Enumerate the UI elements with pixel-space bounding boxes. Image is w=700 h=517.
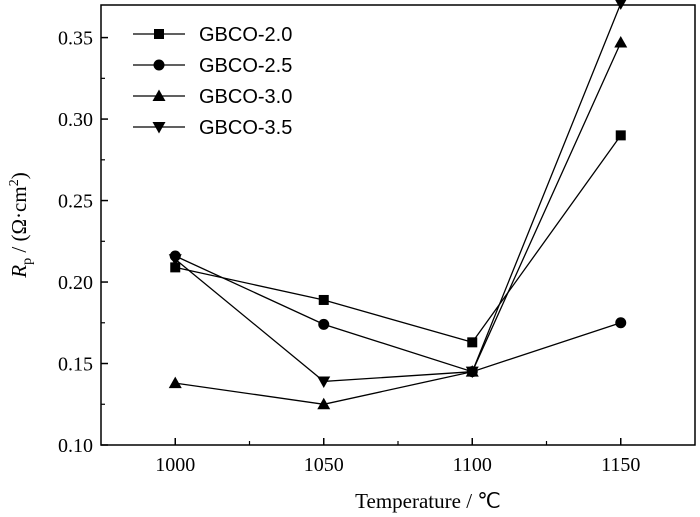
series-gbco-2.5 bbox=[169, 250, 627, 378]
ticks-group: 0.10 0.15 0.20 0.25 0.30 0.35 1000 1050 1100 1150 bbox=[58, 28, 640, 476]
data-point bbox=[170, 262, 181, 273]
data-point bbox=[318, 318, 330, 330]
series-line bbox=[175, 255, 622, 373]
x-tick-label: 1000 bbox=[155, 454, 195, 476]
y-axis-title: Rp / (Ω·cm2) bbox=[7, 172, 35, 278]
data-point bbox=[318, 294, 329, 305]
y-tick-label: 0.35 bbox=[58, 28, 93, 50]
legend-label: GBCO-2.5 bbox=[199, 55, 292, 77]
x-tick-label: 1100 bbox=[453, 454, 492, 476]
series-gbco-3.0 bbox=[168, 35, 628, 410]
data-point bbox=[317, 376, 331, 388]
legend-label: GBCO-2.0 bbox=[199, 24, 292, 46]
data-point bbox=[614, 35, 628, 48]
legend-label: GBCO-3.5 bbox=[199, 117, 292, 139]
data-point bbox=[168, 376, 182, 389]
data-point bbox=[168, 254, 182, 266]
legend-item: GBCO-3.5 bbox=[133, 117, 292, 139]
data-point bbox=[465, 366, 479, 379]
data-point bbox=[615, 130, 626, 141]
plot-frame bbox=[100, 4, 696, 446]
legend-item: GBCO-2.5 bbox=[133, 55, 292, 77]
legend-item: GBCO-2.0 bbox=[133, 24, 292, 46]
series-line bbox=[174, 3, 622, 383]
y-tick-label: 0.10 bbox=[58, 435, 93, 457]
y-tick-label: 0.30 bbox=[58, 109, 93, 131]
legend: GBCO-2.0 GBCO-2.5 GBCO-3.0 GBCO-3.5 bbox=[133, 24, 292, 139]
series-gbco-3.5 bbox=[168, 0, 627, 388]
data-point bbox=[467, 337, 478, 348]
series-line bbox=[175, 42, 622, 405]
series-line bbox=[175, 135, 622, 344]
y-tick-label: 0.15 bbox=[58, 354, 93, 376]
data-point bbox=[615, 0, 627, 10]
legend-marker bbox=[152, 122, 166, 134]
y-tick-label: 0.25 bbox=[58, 191, 93, 213]
legend-item: GBCO-3.0 bbox=[133, 86, 292, 108]
x-tick-label: 1150 bbox=[601, 454, 640, 476]
legend-marker bbox=[152, 89, 166, 101]
legend-label: GBCO-3.0 bbox=[199, 86, 292, 108]
data-point bbox=[317, 397, 331, 410]
series-gbco-2.0 bbox=[170, 130, 626, 348]
y-tick-label: 0.20 bbox=[58, 272, 93, 294]
legend-marker bbox=[153, 59, 165, 71]
series-group bbox=[168, 0, 628, 410]
x-tick-label: 1050 bbox=[304, 454, 344, 476]
x-axis-title: Temperature / ℃ bbox=[355, 489, 501, 513]
legend-marker bbox=[154, 29, 164, 39]
data-point bbox=[615, 317, 627, 329]
